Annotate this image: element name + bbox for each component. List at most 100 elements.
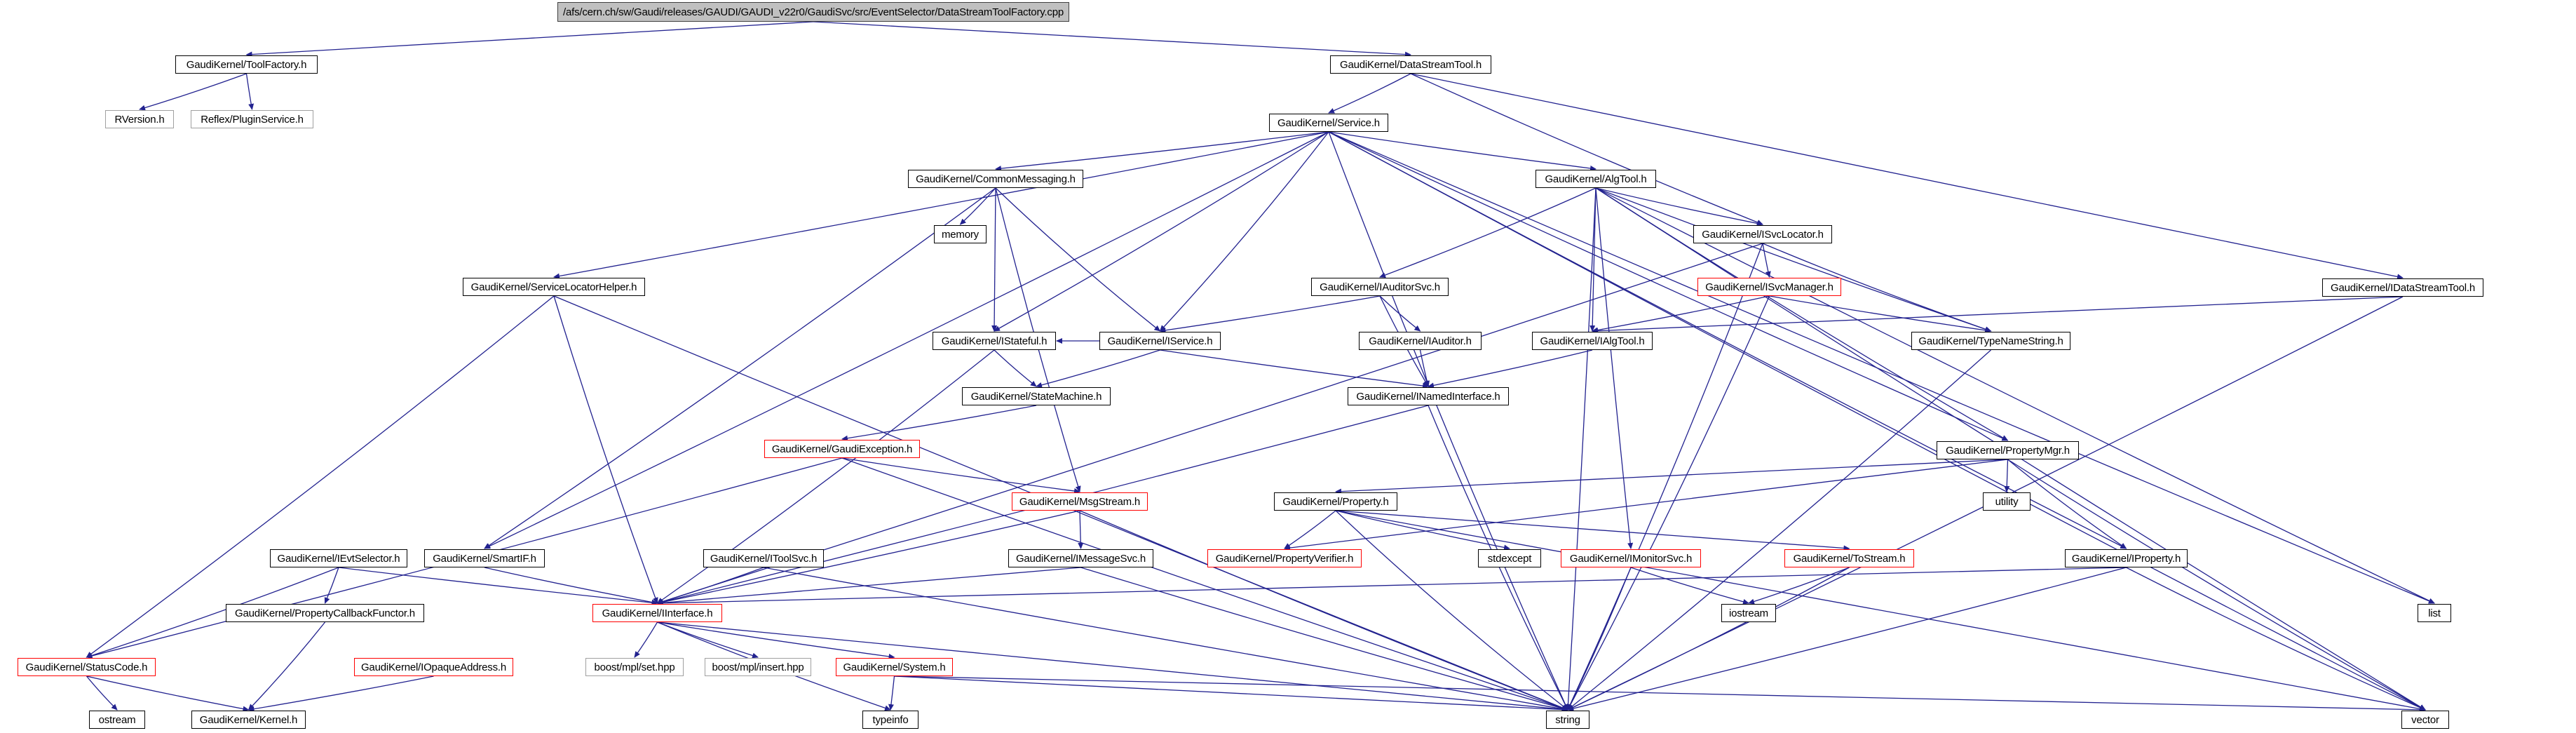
- graph-edge: [1080, 567, 1568, 711]
- graph-node-root[interactable]: /afs/cern.ch/sw/Gaudi/releases/GAUDI/GAU…: [557, 2, 1069, 22]
- graph-node-ialgtool[interactable]: GaudiKernel/IAlgTool.h: [1532, 332, 1653, 350]
- graph-edge: [1410, 73, 1763, 225]
- graph-node-isvclocator[interactable]: GaudiKernel/ISvcLocator.h: [1693, 225, 1832, 243]
- graph-node-propertyverifier[interactable]: GaudiKernel/PropertyVerifier.h: [1207, 549, 1362, 567]
- graph-edge: [1159, 295, 1381, 333]
- graph-node-reflex[interactable]: Reflex/PluginService.h: [191, 110, 313, 128]
- graph-edge: [245, 21, 814, 58]
- graph-node-toolfactory[interactable]: GaudiKernel/ToolFactory.h: [175, 55, 318, 74]
- graph-node-stdexcept[interactable]: stdexcept: [1478, 549, 1541, 567]
- graph-node-boostinsert[interactable]: boost/mpl/insert.hpp: [705, 658, 811, 676]
- graph-edge: [484, 131, 1329, 549]
- graph-edge: [656, 243, 1763, 605]
- graph-node-utility[interactable]: utility: [1983, 492, 2031, 511]
- graph-edge: [657, 621, 895, 659]
- graph-edge: [656, 349, 995, 604]
- graph-edge: [1335, 510, 2426, 712]
- graph-node-imonitorsvc[interactable]: GaudiKernel/IMonitorSvc.h: [1561, 549, 1701, 567]
- graph-node-boostset[interactable]: boost/mpl/set.hpp: [585, 658, 684, 676]
- graph-node-typeinfo[interactable]: typeinfo: [862, 711, 918, 729]
- graph-edge: [1595, 187, 2435, 604]
- graph-edge: [2007, 459, 2127, 549]
- graph-node-datastreamtool[interactable]: GaudiKernel/DataStreamTool.h: [1330, 55, 1491, 74]
- graph-edge: [1036, 349, 1160, 388]
- graph-edge: [894, 675, 2426, 713]
- graph-node-string[interactable]: string: [1546, 711, 1589, 729]
- graph-node-imessagesvc[interactable]: GaudiKernel/IMessageSvc.h: [1008, 549, 1153, 567]
- graph-node-idatastreamtool[interactable]: GaudiKernel/IDataStreamTool.h: [2322, 278, 2483, 297]
- graph-edge: [86, 567, 339, 659]
- graph-node-iinterface[interactable]: GaudiKernel/IInterface.h: [592, 604, 722, 622]
- graph-edge: [1630, 567, 1749, 605]
- graph-edge: [1769, 295, 1992, 333]
- graph-node-algtool[interactable]: GaudiKernel/AlgTool.h: [1536, 170, 1656, 188]
- graph-edge: [248, 621, 326, 711]
- graph-node-smartif[interactable]: GaudiKernel/SmartIF.h: [424, 549, 545, 567]
- graph-node-isvcmanager[interactable]: GaudiKernel/ISvcManager.h: [1697, 278, 1841, 296]
- graph-edge: [1335, 510, 1850, 551]
- graph-edge: [2126, 567, 2426, 711]
- graph-edge: [995, 187, 1161, 332]
- graph-edge: [994, 349, 1037, 387]
- graph-edge: [1567, 243, 1763, 711]
- graph-edge: [634, 621, 658, 658]
- graph-node-list[interactable]: list: [2418, 604, 2451, 622]
- graph-edge: [2004, 459, 2010, 492]
- graph-node-iauditor[interactable]: GaudiKernel/IAuditor.h: [1359, 332, 1482, 350]
- graph-node-ievtselector[interactable]: GaudiKernel/IEvtSelector.h: [270, 549, 407, 567]
- graph-node-memory[interactable]: memory: [934, 225, 987, 243]
- graph-edge: [484, 187, 996, 549]
- graph-edge: [1379, 187, 1597, 278]
- graph-edge: [1589, 187, 1597, 332]
- graph-edge: [894, 675, 1568, 713]
- graph-edge: [1592, 295, 1770, 333]
- graph-node-statuscode[interactable]: GaudiKernel/StatusCode.h: [18, 658, 156, 676]
- graph-edge: [86, 675, 250, 712]
- graph-edge: [1565, 187, 1597, 711]
- graph-node-namedinterface[interactable]: GaudiKernel/INamedInterface.h: [1348, 387, 1509, 405]
- graph-edge: [1328, 73, 1411, 114]
- graph-node-statemachine[interactable]: GaudiKernel/StateMachine.h: [962, 387, 1111, 405]
- graph-node-propertycallbackfunctor[interactable]: GaudiKernel/PropertyCallbackFunctor.h: [226, 604, 424, 622]
- graph-node-kernel[interactable]: GaudiKernel/Kernel.h: [191, 711, 306, 729]
- graph-node-iopaqueaddress[interactable]: GaudiKernel/IOpaqueAddress.h: [354, 658, 513, 676]
- graph-edge: [656, 567, 2127, 606]
- graph-edge: [841, 457, 1080, 494]
- graph-edge: [1079, 510, 1568, 711]
- graph-node-propertymgr[interactable]: GaudiKernel/PropertyMgr.h: [1937, 441, 2079, 459]
- graph-node-tostream[interactable]: GaudiKernel/ToStream.h: [1784, 549, 1914, 567]
- graph-node-gaudiexception[interactable]: GaudiKernel/GaudiException.h: [764, 440, 920, 458]
- graph-node-iservice[interactable]: GaudiKernel/IService.h: [1099, 332, 1221, 350]
- graph-node-service[interactable]: GaudiKernel/Service.h: [1269, 114, 1388, 132]
- graph-node-iostream[interactable]: iostream: [1721, 604, 1776, 622]
- graph-edge: [656, 567, 1081, 606]
- graph-edge: [86, 675, 118, 711]
- graph-edge: [1328, 131, 1568, 711]
- graph-node-vector[interactable]: vector: [2401, 711, 2449, 729]
- graph-edge: [245, 73, 255, 110]
- graph-node-servicelocatorhelper[interactable]: GaudiKernel/ServiceLocatorHelper.h: [463, 278, 645, 296]
- graph-edge: [888, 675, 895, 711]
- graph-node-msgstream[interactable]: GaudiKernel/MsgStream.h: [1012, 492, 1148, 511]
- graph-edge: [1595, 187, 1992, 332]
- graph-edge: [841, 457, 1568, 711]
- graph-node-istateful[interactable]: GaudiKernel/IStateful.h: [933, 332, 1056, 350]
- graph-node-itoolsvc[interactable]: GaudiKernel/IToolSvc.h: [703, 549, 824, 567]
- graph-node-ostream[interactable]: ostream: [89, 711, 145, 729]
- graph-node-system[interactable]: GaudiKernel/System.h: [836, 658, 953, 676]
- graph-node-typenamestring[interactable]: GaudiKernel/TypeNameString.h: [1911, 332, 2070, 350]
- graph-node-commonmessaging[interactable]: GaudiKernel/CommonMessaging.h: [908, 170, 1083, 188]
- graph-edge: [1335, 459, 2008, 495]
- graph-edge: [1335, 510, 1510, 551]
- graph-node-iauditorsvc[interactable]: GaudiKernel/IAuditorSvc.h: [1311, 278, 1449, 296]
- graph-node-rversion[interactable]: RVersion.h: [105, 110, 174, 128]
- graph-edge: [656, 510, 1080, 605]
- graph-node-iproperty[interactable]: GaudiKernel/IProperty.h: [2065, 549, 2188, 567]
- graph-edge: [1567, 567, 1850, 711]
- graph-edge: [1592, 296, 2404, 334]
- graph-edge: [1567, 349, 1991, 711]
- graph-node-property[interactable]: GaudiKernel/Property.h: [1274, 492, 1397, 511]
- graph-edge: [86, 295, 555, 658]
